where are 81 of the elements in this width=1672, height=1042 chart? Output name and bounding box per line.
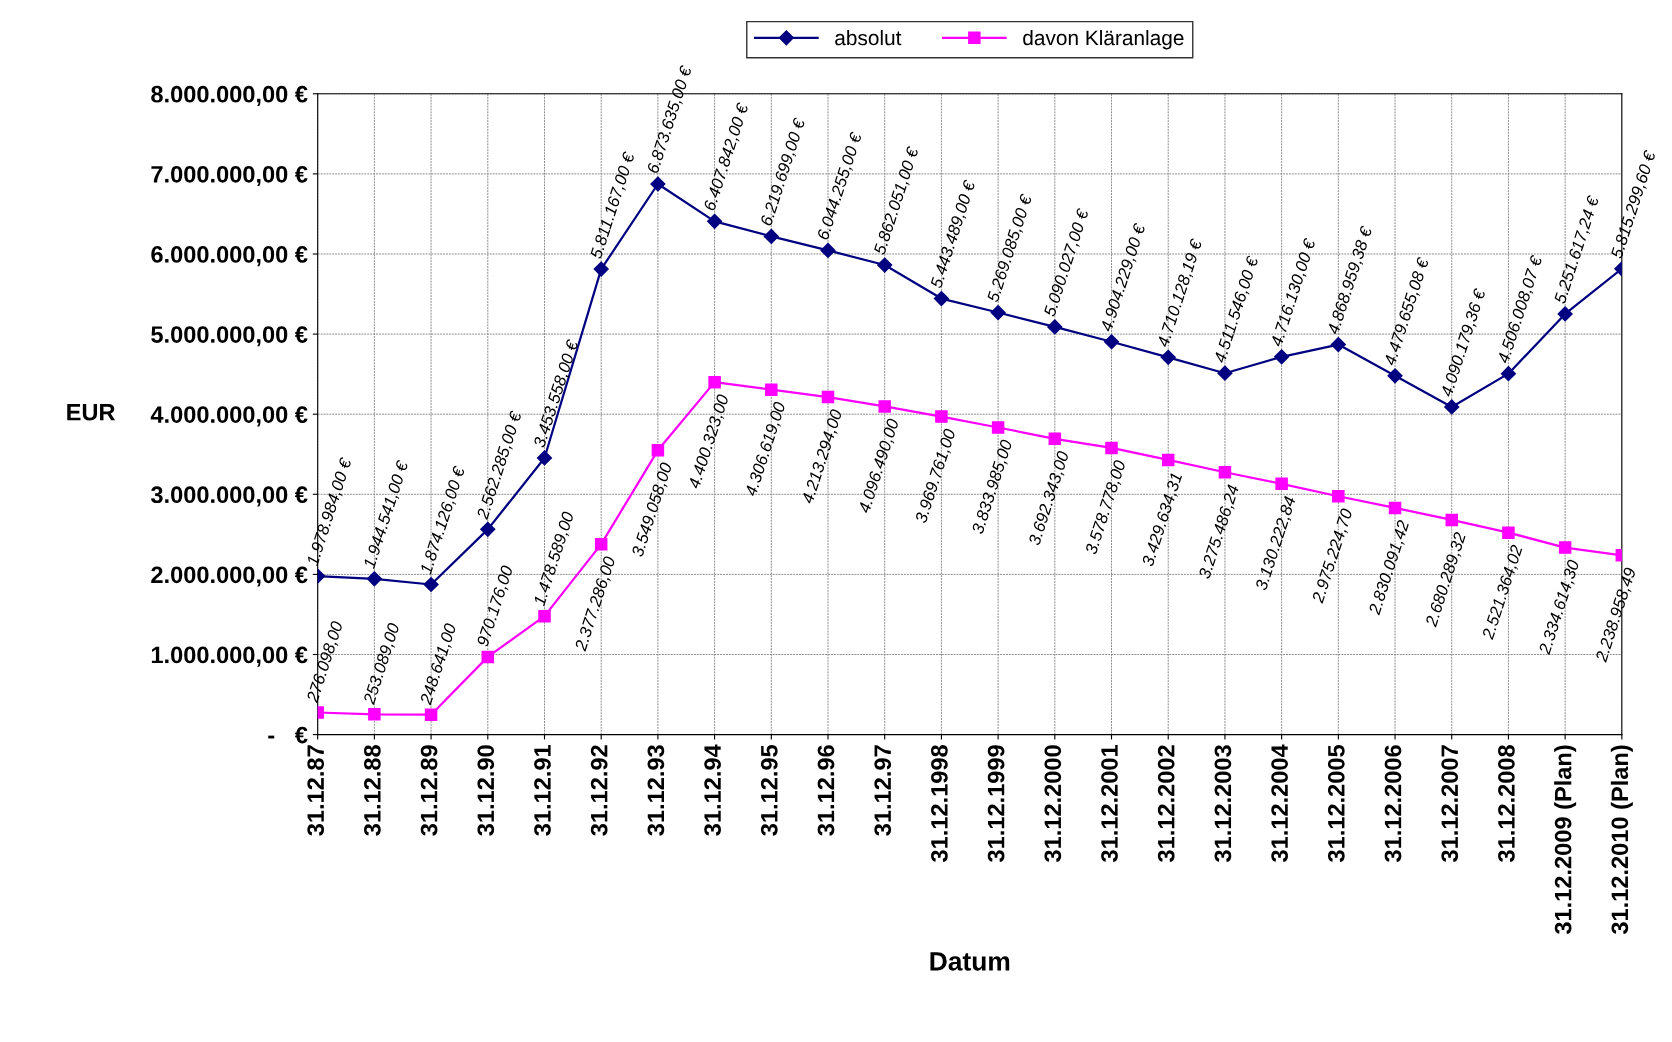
- point: [1330, 337, 1346, 353]
- point: [1048, 432, 1062, 446]
- x-tick-label: 31.12.2007: [1441, 745, 1459, 862]
- x-tick-label: 31.12.2000: [1044, 745, 1062, 862]
- point: [1161, 453, 1175, 467]
- x-tick-label: 31.12.1998: [931, 745, 948, 862]
- x-tick-label: 31.12.2002: [1157, 745, 1175, 862]
- x-tick-label: 31.12.2004: [1271, 744, 1288, 862]
- point: [536, 450, 553, 466]
- point: [1332, 490, 1345, 503]
- point: [1388, 501, 1402, 515]
- y-tick-label: - €: [268, 726, 308, 744]
- point: [935, 410, 948, 423]
- point: [651, 444, 665, 457]
- point: [480, 521, 496, 537]
- point: [1445, 513, 1458, 527]
- point: [424, 708, 438, 721]
- point: [1275, 477, 1288, 491]
- point: [1218, 465, 1232, 479]
- x-tick-label: 31.12.91: [534, 744, 551, 836]
- x-tick-label: 31.12.97: [874, 745, 892, 836]
- point: [991, 421, 1005, 434]
- point: [1387, 368, 1403, 384]
- x-tick-label: 31.12.1999: [987, 745, 1005, 862]
- x-tick-label: 31.12.2005: [1327, 744, 1345, 862]
- point: [1500, 366, 1517, 382]
- point: [933, 290, 949, 307]
- point: [423, 576, 439, 593]
- legend-label: absolut: [835, 29, 902, 46]
- y-axis-title: EUR: [67, 404, 116, 421]
- point: [821, 390, 835, 404]
- x-tick-label: 31.12.89: [420, 745, 438, 836]
- y-tick-label: 7.000.000,00 €: [151, 165, 308, 187]
- x-tick-label: 31.12.2003: [1214, 745, 1232, 862]
- point: [763, 228, 779, 244]
- x-axis-title: Datum: [930, 952, 1010, 971]
- x-tick-label: 31.12.94: [704, 744, 721, 836]
- point: [366, 571, 382, 587]
- point: [650, 176, 666, 192]
- point: [707, 213, 723, 229]
- x-tick-label: 31.12.93: [647, 745, 665, 836]
- point: [538, 609, 551, 623]
- x-tick-label: 31.12.2001: [1101, 744, 1118, 862]
- point: [1160, 349, 1176, 365]
- y-tick-label: 5.000.000,00 €: [151, 326, 308, 347]
- x-tick-label: 31.12.92: [590, 745, 608, 836]
- point: [1558, 541, 1572, 554]
- point: [1444, 399, 1460, 415]
- point: [593, 261, 609, 277]
- point: [708, 375, 721, 389]
- y-tick-label: 1.000.000,00 €: [151, 646, 308, 667]
- point: [1274, 349, 1290, 365]
- legend-label: davon Kläranlage: [1023, 29, 1184, 50]
- x-tick-label: 31.12.90: [477, 745, 495, 836]
- point: [1557, 306, 1573, 322]
- x-tick-label: 31.12.2009 (Plan): [1554, 745, 1577, 935]
- y-tick-label: 2.000.000,00 €: [151, 566, 308, 587]
- x-tick-label: 31.12.2010 (Plan): [1610, 745, 1633, 935]
- point: [1502, 526, 1515, 539]
- point: [594, 537, 608, 551]
- point: [878, 400, 891, 413]
- x-tick-label: 31.12.88: [364, 745, 381, 836]
- point: [1105, 441, 1118, 455]
- point: [877, 257, 893, 273]
- point: [820, 242, 836, 259]
- point: [990, 304, 1006, 321]
- y-tick-label: 4.000.000,00 €: [150, 406, 308, 427]
- y-tick-label: 8.000.000,00 €: [151, 85, 308, 106]
- y-tick-label: 3.000.000,00 €: [150, 486, 308, 507]
- x-tick-label: 31.12.87: [307, 745, 325, 836]
- point: [765, 383, 778, 396]
- point: [368, 708, 381, 721]
- point: [481, 650, 495, 664]
- point: [1047, 319, 1063, 335]
- x-tick-label: 31.12.2008: [1498, 745, 1515, 862]
- y-tick-label: 6.000.000,00 €: [151, 246, 308, 267]
- x-tick-label: 31.12.96: [817, 745, 835, 836]
- point: [1217, 365, 1233, 381]
- x-tick-label: 31.12.2006: [1384, 745, 1402, 862]
- x-tick-label: 31.12.95: [760, 744, 778, 836]
- point: [1103, 334, 1120, 350]
